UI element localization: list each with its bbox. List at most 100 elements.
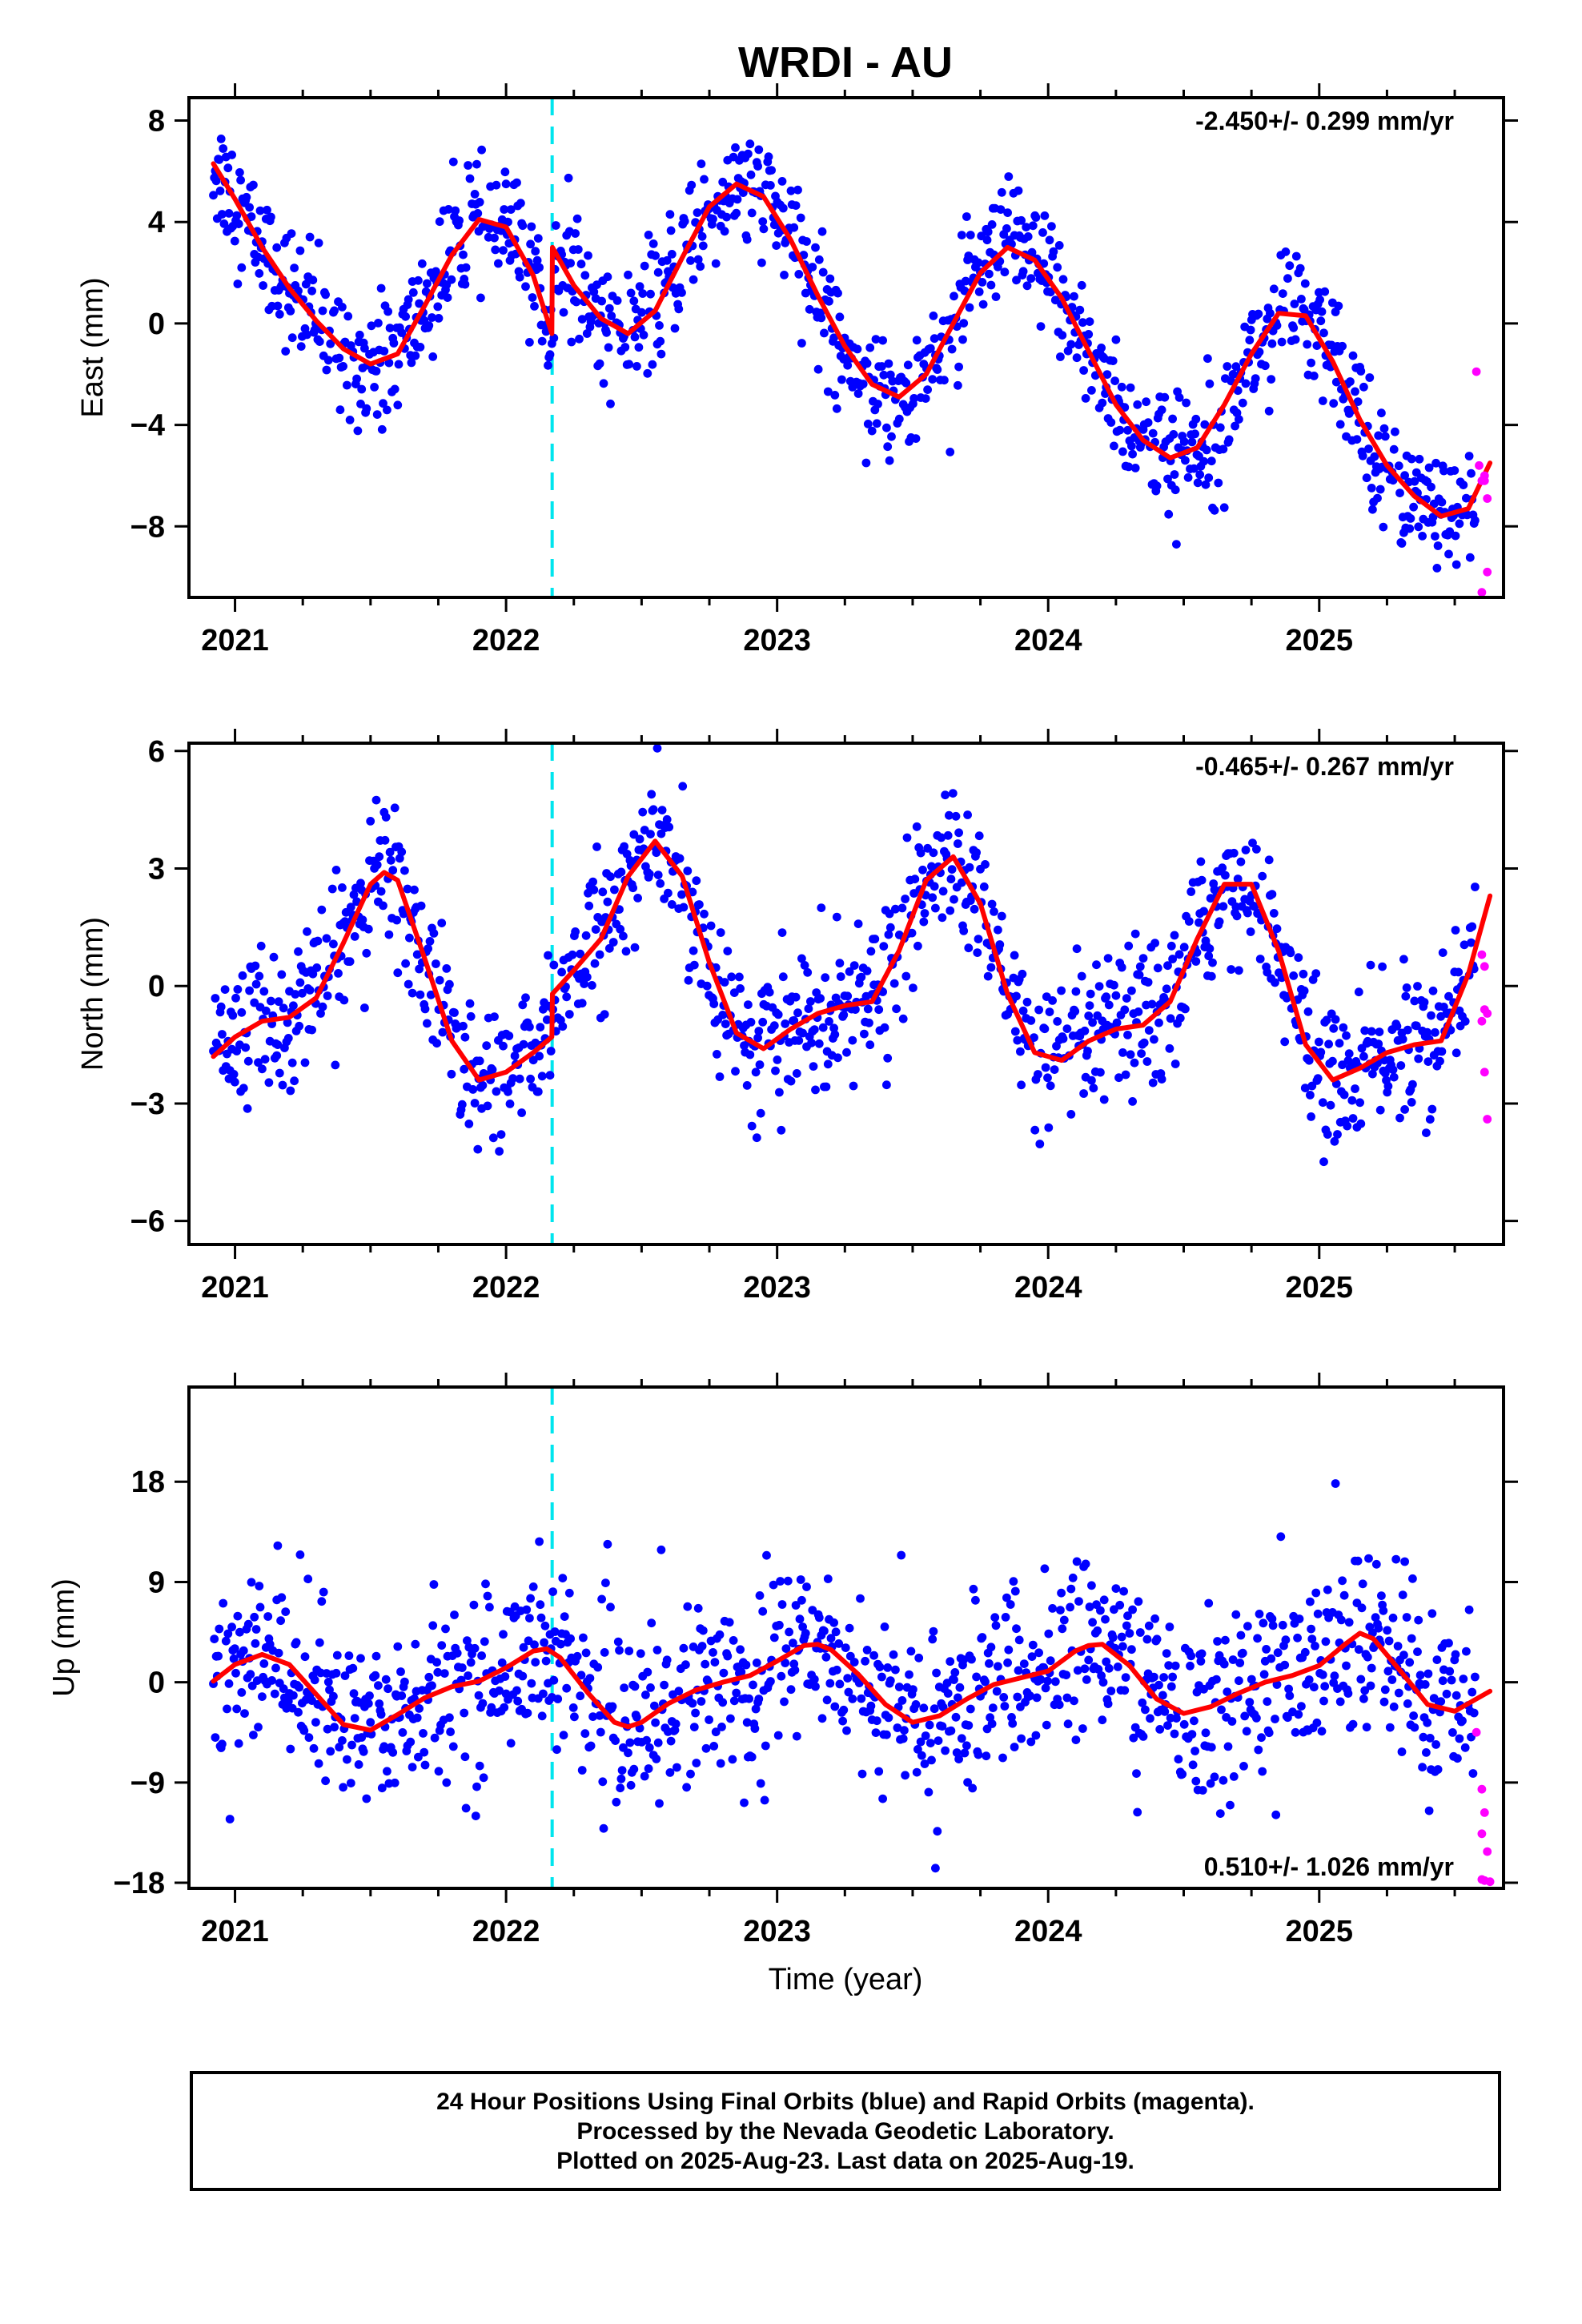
data-point [588,981,596,990]
data-point [1118,1048,1127,1057]
data-point [1133,400,1142,409]
data-point [572,214,582,223]
data-point [1444,991,1453,1001]
data-point [823,1574,833,1583]
data-point [665,1768,675,1777]
data-point [835,1679,845,1689]
data-point [741,1660,751,1670]
data-point [688,1699,697,1708]
data-point [814,1039,824,1048]
data-point [1460,1016,1470,1026]
data-point [1313,1609,1323,1618]
data-point [1087,1076,1096,1085]
data-point [249,180,258,190]
data-point [797,339,806,348]
data-point [1464,452,1474,460]
data-point [751,1704,761,1714]
data-point [892,1004,901,1014]
data-point [1245,336,1255,345]
data-point [880,1622,889,1631]
data-point [791,1601,801,1610]
data-point [1418,532,1427,541]
data-point [1101,1614,1110,1624]
data-point [277,970,287,979]
data-point [1346,377,1355,386]
data-point [536,1613,546,1622]
data-point [1384,1636,1394,1646]
data-point [630,1682,640,1691]
data-point [862,1646,872,1655]
data-point [273,1040,283,1049]
data-point [1215,1809,1225,1819]
rapid-point [1483,494,1492,503]
data-point [1199,456,1208,466]
data-point [1262,1645,1271,1654]
data-point [429,1580,439,1589]
data-point [1252,1714,1261,1723]
data-point [639,330,648,340]
data-point [769,1633,779,1642]
data-point [483,1101,492,1111]
data-point [1159,1673,1168,1682]
data-point [210,1634,219,1643]
data-point [1367,1027,1376,1036]
data-point [879,370,889,380]
data-point [412,1713,422,1723]
data-point [1471,1672,1480,1682]
data-point [1217,1705,1226,1715]
data-point [698,1626,708,1635]
data-point [987,1719,997,1728]
data-point [789,1015,799,1025]
data-point [1138,1698,1147,1707]
data-point [240,1709,249,1719]
data-point [317,905,327,915]
data-point [1307,1112,1315,1121]
data-point [215,1624,224,1634]
data-point [693,208,702,217]
data-point [355,330,364,340]
data-point [362,948,371,958]
data-point [1326,1100,1335,1110]
data-point [1311,969,1321,978]
data-point [388,1747,398,1757]
data-point [882,423,891,432]
data-point [1266,308,1275,318]
data-point [1297,1702,1306,1711]
data-point [800,961,809,970]
data-point [1191,414,1201,424]
data-point [1098,1678,1108,1687]
data-point [657,806,667,814]
data-point [1453,1754,1462,1763]
data-point [1247,1675,1256,1684]
data-point [1431,1027,1439,1037]
data-point [987,899,997,909]
data-point [1241,846,1251,854]
data-point [997,911,1006,921]
data-point [992,1687,1002,1696]
data-point [958,335,967,344]
data-point [1378,962,1387,971]
data-point [473,1144,483,1154]
data-point [321,1776,330,1786]
data-point [305,986,315,995]
data-point [1360,1686,1370,1695]
data-point [497,1658,507,1667]
data-point [1285,261,1295,271]
data-point [1170,1729,1179,1739]
data-point [510,1051,520,1060]
data-point [235,1627,244,1637]
data-point [260,1055,270,1064]
data-point [817,1714,827,1723]
data-point [742,235,752,244]
data-point [671,1719,681,1729]
data-point [572,297,581,307]
data-point [1356,1675,1366,1684]
data-point [1291,1727,1300,1737]
data-point [461,1803,471,1813]
data-point [900,1726,909,1735]
data-point [716,1759,725,1768]
rapid-orbit-points [1472,367,1492,597]
data-point [506,205,516,214]
data-point [414,1752,423,1762]
data-point [776,1577,785,1586]
